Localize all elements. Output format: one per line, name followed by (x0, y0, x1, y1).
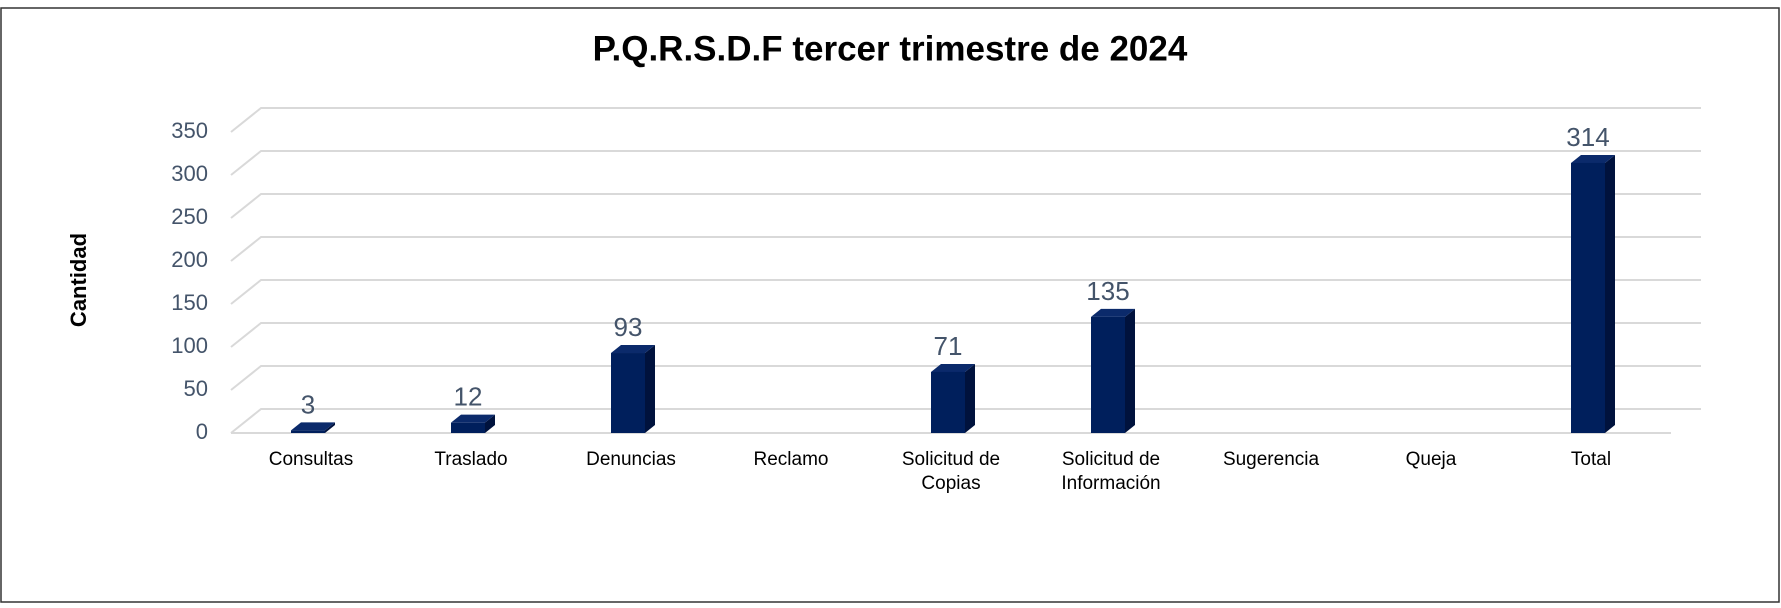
bar (931, 363, 975, 433)
bar-side (485, 414, 495, 433)
bar-front (1091, 316, 1125, 433)
bar (1571, 154, 1615, 433)
y-tick-label: 250 (171, 204, 208, 229)
bar-side (1125, 308, 1135, 433)
x-tick-label: Queja (1406, 449, 1457, 470)
data-label: 135 (1086, 276, 1129, 306)
bar (451, 414, 495, 433)
bar-top (1091, 308, 1135, 317)
frame (0, 7, 1780, 603)
bar-top (931, 363, 975, 372)
bar (1091, 308, 1135, 433)
data-label: 71 (934, 331, 963, 361)
bar (611, 345, 655, 433)
bar-side (1605, 154, 1615, 433)
bar-top (451, 414, 495, 423)
bar-side (325, 422, 335, 433)
data-label: 12 (454, 382, 483, 412)
data-label: 3 (301, 389, 315, 419)
x-tick-label: Sugerencia (1223, 449, 1320, 470)
y-tick-label: 200 (171, 247, 208, 272)
x-tick-label: Denuncias (586, 449, 676, 470)
bar-side (965, 363, 975, 433)
chart-title: P.Q.R.S.D.F tercer trimestre de 2024 (593, 29, 1188, 68)
bar-top (291, 422, 335, 431)
bar-top (611, 345, 655, 354)
grid-line (230, 107, 1701, 133)
x-tick-label: Reclamo (754, 449, 829, 470)
grid-line (230, 236, 1701, 262)
grid-line (230, 279, 1701, 305)
y-tick-label: 100 (171, 333, 208, 358)
bar (291, 422, 335, 433)
grid-line (230, 150, 1701, 176)
x-tick-label: Consultas (269, 449, 354, 470)
x-tick-label: Total (1571, 449, 1611, 470)
y-tick-label: 0 (196, 419, 208, 444)
bar-front (451, 422, 485, 433)
grid-line (230, 322, 1701, 348)
y-tick-label: 350 (171, 118, 208, 143)
data-label: 314 (1566, 122, 1609, 152)
grid-line (230, 193, 1701, 219)
grid-line (230, 408, 1701, 434)
y-tick-label: 150 (171, 290, 208, 315)
bar-side (645, 345, 655, 433)
x-tick-label: Solicitud de Copias (902, 449, 1000, 494)
bar-front (931, 371, 965, 433)
grid-line (230, 365, 1701, 391)
bar-front (291, 430, 325, 433)
bar-front (1571, 162, 1605, 433)
y-axis-title: Cantidad (66, 233, 91, 327)
y-tick-label: 50 (184, 376, 208, 401)
bar-front (611, 353, 645, 433)
y-tick-label: 300 (171, 161, 208, 186)
data-label: 93 (614, 312, 643, 342)
x-tick-label: Traslado (434, 449, 507, 470)
x-tick-label: Solicitud de Información (1061, 449, 1160, 494)
bar-top (1571, 154, 1615, 163)
